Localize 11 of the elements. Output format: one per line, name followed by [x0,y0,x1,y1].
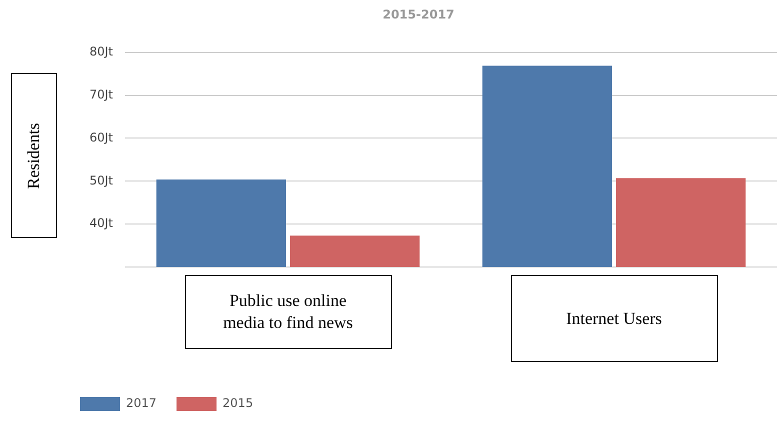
y-tick-label: 70Jt [89,87,114,102]
x-tick-label: Public use online media to find news [184,275,392,349]
x-tick-label: Internet Users [510,275,718,362]
legend-label: 2017 [126,396,157,410]
y-tick-label: 60Jt [89,130,114,144]
legend-label: 2015 [222,396,254,410]
y-axis-title: Residents [23,122,44,189]
y-tick-label: 40Jt [89,216,114,230]
y-tick-label: 50Jt [89,173,114,188]
chart-title: 2015-2017 [382,7,454,22]
y-tick-label: 80Jt [89,44,114,59]
